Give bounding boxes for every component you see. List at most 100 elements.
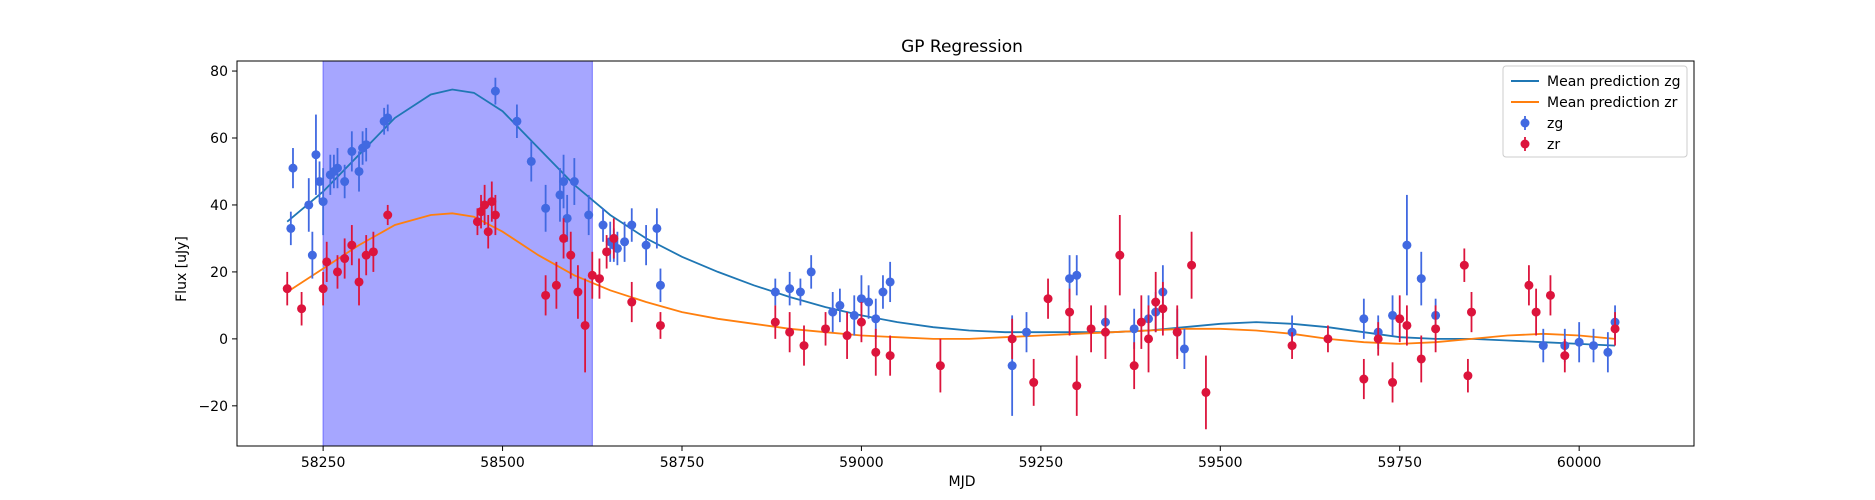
data-point bbox=[1065, 274, 1075, 284]
data-point bbox=[1007, 334, 1017, 344]
data-point bbox=[288, 163, 298, 173]
data-point bbox=[1545, 290, 1555, 300]
data-point bbox=[785, 327, 795, 337]
data-point bbox=[340, 254, 350, 264]
data-point bbox=[1129, 361, 1139, 371]
legend-marker-swatch bbox=[1520, 118, 1530, 128]
data-point bbox=[1043, 294, 1053, 304]
data-point bbox=[1402, 240, 1412, 250]
data-point bbox=[1359, 374, 1369, 384]
data-point bbox=[1187, 260, 1197, 270]
data-point bbox=[770, 287, 780, 297]
data-point bbox=[322, 257, 332, 267]
legend-label: Mean prediction zr bbox=[1547, 95, 1678, 111]
y-tick-label: 40 bbox=[210, 198, 228, 214]
data-point bbox=[864, 297, 874, 307]
data-point bbox=[476, 207, 486, 217]
data-point bbox=[1359, 314, 1369, 324]
data-point bbox=[856, 317, 866, 327]
data-point bbox=[1416, 354, 1426, 364]
series-line-1 bbox=[286, 212, 1616, 345]
data-point bbox=[1531, 307, 1541, 317]
legend-marker-swatch bbox=[1520, 139, 1530, 149]
legend-label: Mean prediction zg bbox=[1547, 74, 1681, 90]
data-point bbox=[541, 290, 551, 300]
data-point bbox=[785, 284, 795, 294]
chart-title: GP Regression bbox=[901, 37, 1023, 57]
data-point bbox=[1100, 327, 1110, 337]
data-point bbox=[935, 361, 945, 371]
data-point bbox=[1459, 260, 1469, 270]
data-point bbox=[282, 284, 292, 294]
data-point bbox=[871, 314, 881, 324]
data-point bbox=[340, 177, 350, 187]
data-point bbox=[332, 267, 342, 277]
data-point bbox=[1065, 307, 1075, 317]
data-point bbox=[878, 287, 888, 297]
data-point bbox=[806, 267, 816, 277]
data-point bbox=[483, 227, 493, 237]
data-point bbox=[598, 220, 608, 230]
data-point bbox=[354, 277, 364, 287]
data-point bbox=[1151, 297, 1161, 307]
data-point bbox=[318, 197, 328, 207]
x-axis-label: MJD bbox=[949, 474, 976, 490]
data-point bbox=[551, 280, 561, 290]
data-point bbox=[487, 197, 497, 207]
data-point bbox=[885, 277, 895, 287]
data-point bbox=[1395, 314, 1405, 324]
data-point bbox=[354, 166, 364, 176]
data-point bbox=[835, 300, 845, 310]
y-axis-label: Flux [uJy] bbox=[174, 236, 190, 302]
data-point bbox=[1172, 327, 1182, 337]
data-point bbox=[1603, 347, 1613, 357]
data-point bbox=[1388, 310, 1398, 320]
data-point bbox=[1022, 327, 1032, 337]
x-tick-label: 59250 bbox=[1019, 455, 1064, 471]
data-point bbox=[480, 200, 490, 210]
data-point bbox=[490, 210, 500, 220]
data-point bbox=[584, 210, 594, 220]
legend-box bbox=[1502, 65, 1688, 158]
data-point bbox=[368, 247, 378, 257]
legend-label: zr bbox=[1547, 137, 1560, 153]
data-point bbox=[885, 351, 895, 361]
data-point bbox=[620, 237, 630, 247]
x-tick-label: 58500 bbox=[480, 455, 525, 471]
data-point bbox=[347, 240, 357, 250]
y-tick-label: 20 bbox=[210, 265, 228, 281]
data-point bbox=[1179, 344, 1189, 354]
data-point bbox=[1129, 324, 1139, 334]
data-point bbox=[795, 287, 805, 297]
data-point bbox=[361, 250, 371, 260]
plot-area: 58250 58500 58750 59000 59250 59500 59750 60000… bbox=[198, 60, 1695, 471]
data-point bbox=[1136, 317, 1146, 327]
data-point bbox=[594, 274, 604, 284]
series-line-0 bbox=[286, 88, 1616, 347]
data-point bbox=[332, 163, 342, 173]
data-point bbox=[655, 320, 665, 330]
data-point bbox=[1463, 371, 1473, 381]
data-point bbox=[871, 347, 881, 357]
data-point bbox=[559, 177, 569, 187]
data-point bbox=[383, 113, 393, 123]
data-point bbox=[1560, 351, 1570, 361]
data-point bbox=[304, 200, 314, 210]
data-point bbox=[587, 270, 597, 280]
data-point bbox=[315, 177, 325, 187]
data-point bbox=[770, 317, 780, 327]
data-point bbox=[652, 223, 662, 233]
data-point bbox=[1524, 280, 1534, 290]
data-point bbox=[1610, 324, 1620, 334]
data-point bbox=[566, 250, 576, 260]
data-point bbox=[1538, 341, 1548, 351]
x-tick-label: 58750 bbox=[660, 455, 705, 471]
data-point bbox=[1431, 324, 1441, 334]
data-point bbox=[602, 247, 612, 257]
data-point bbox=[1589, 341, 1599, 351]
data-point bbox=[1323, 334, 1333, 344]
data-point bbox=[490, 86, 500, 96]
data-point bbox=[799, 341, 809, 351]
axes-frame bbox=[236, 60, 1695, 447]
